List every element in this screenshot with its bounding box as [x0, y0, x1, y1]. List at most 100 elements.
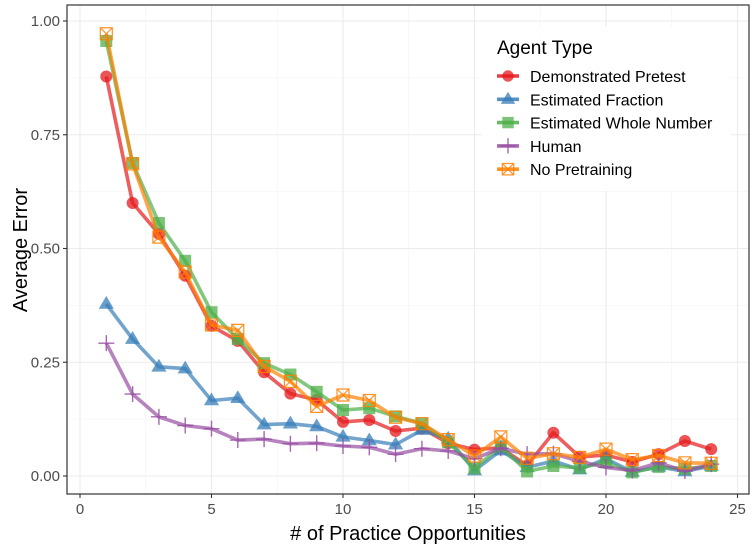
- estimated-fraction-point: [98, 296, 114, 309]
- legend-label: No Pretraining: [530, 162, 632, 179]
- estimated-fraction-point: [230, 390, 246, 403]
- human-point: [256, 431, 273, 448]
- no-pretraining-point: [704, 456, 718, 470]
- no-pretraining-point: [599, 442, 613, 456]
- demonstrated-pretest-point: [389, 424, 402, 437]
- no-pretraining-point: [546, 447, 560, 461]
- estimated-whole-number-point: [337, 404, 349, 417]
- x-tick-label: 10: [335, 501, 352, 518]
- series-no-pretraining: [99, 27, 718, 470]
- estimated-whole-number-point: [363, 402, 376, 415]
- y-tick-label: 0.50: [31, 241, 60, 258]
- legend-label: Estimated Fraction: [530, 92, 663, 109]
- demonstrated-pretest-point: [678, 434, 691, 447]
- legend-label: Estimated Whole Number: [530, 116, 713, 133]
- y-tick-label: 0.00: [31, 468, 60, 485]
- x-tick-label: 15: [466, 501, 483, 518]
- estimated-whole-number-point: [521, 465, 534, 478]
- no-pretraining-point: [494, 430, 508, 444]
- y-tick-label: 0.75: [31, 127, 60, 144]
- no-pretraining-point: [152, 230, 166, 244]
- series-human: [98, 335, 720, 479]
- human-point: [150, 408, 167, 425]
- no-pretraining-point: [310, 399, 324, 413]
- legend-item-estimated-fraction: Estimated Fraction: [497, 91, 663, 109]
- human-point: [98, 335, 115, 352]
- legend: Agent Type Demonstrated Pretest Estimated…: [482, 27, 731, 191]
- demonstrated-pretest-point: [363, 414, 376, 427]
- no-pretraining-point: [178, 265, 192, 279]
- y-tick-label: 1.00: [31, 13, 60, 30]
- estimated-fraction-point: [361, 432, 377, 446]
- human-point: [466, 450, 483, 467]
- estimated-whole-number-point: [310, 385, 323, 398]
- y-axis-title: Average Error: [10, 188, 32, 312]
- estimated-fraction-point: [125, 331, 141, 344]
- legend-key-marker: [502, 116, 514, 129]
- legend-entries: Demonstrated Pretest Estimated Fraction Es…: [497, 69, 713, 179]
- legend-key-marker: [501, 162, 515, 176]
- x-tick-label: 0: [76, 501, 84, 518]
- demonstrated-pretest-point: [126, 197, 139, 209]
- estimated-whole-number-point: [179, 254, 192, 267]
- estimated-fraction-point: [256, 416, 272, 430]
- series-lines: [98, 27, 720, 479]
- no-pretraining-point: [652, 448, 666, 463]
- no-pretraining-line: [104, 33, 712, 466]
- no-pretraining-point: [362, 393, 376, 408]
- no-pretraining-point: [441, 433, 455, 447]
- human-point: [335, 437, 351, 454]
- human-point: [282, 435, 299, 452]
- axes: 0 5 10 15 20 25 0.00 0.25 0.50 0.75 1.00: [31, 13, 746, 518]
- demonstrated-pretest-point: [100, 70, 113, 83]
- y-tick-label: 0.25: [31, 354, 60, 371]
- estimated-whole-number-point: [468, 462, 481, 475]
- human-point: [361, 439, 378, 456]
- no-pretraining-point: [415, 417, 429, 431]
- legend-item-estimated-whole-number: Estimated Whole Number: [497, 116, 713, 133]
- demonstrated-pretest-point: [337, 415, 349, 428]
- estimated-fraction-point: [203, 392, 220, 406]
- legend-key-marker: [500, 91, 516, 104]
- no-pretraining-point: [336, 388, 350, 402]
- legend-label: Demonstrated Pretest: [530, 69, 686, 86]
- estimated-fraction-point: [177, 360, 193, 374]
- plot-border: [66, 4, 750, 495]
- no-pretraining-point: [467, 449, 482, 463]
- human-point: [650, 454, 667, 471]
- x-tick-label: 20: [598, 501, 615, 518]
- no-pretraining-point: [389, 410, 403, 424]
- human-point: [308, 435, 325, 452]
- legend-box: [482, 27, 731, 191]
- legend-title: Agent Type: [497, 38, 593, 59]
- no-pretraining-point: [204, 318, 219, 332]
- no-pretraining-point: [126, 157, 140, 171]
- no-pretraining-point: [625, 453, 639, 467]
- legend-key-marker: [500, 138, 516, 154]
- human-point: [177, 417, 194, 434]
- legend-key-marker: [502, 70, 514, 82]
- human-point: [413, 440, 430, 457]
- human-point: [387, 446, 404, 463]
- human-point: [598, 459, 614, 476]
- x-tick-label: 5: [207, 501, 215, 518]
- no-pretraining-point: [283, 374, 297, 388]
- no-pretraining-point: [257, 359, 271, 373]
- no-pretraining-point: [573, 450, 587, 464]
- human-point: [124, 386, 141, 403]
- demonstrated-pretest-point: [547, 426, 560, 439]
- x-tick-label: 25: [729, 501, 746, 518]
- estimated-fraction-point: [151, 358, 167, 372]
- estimated-whole-number-point: [547, 459, 560, 472]
- demonstrated-pretest-point: [284, 387, 297, 400]
- estimated-fraction-point: [309, 418, 325, 432]
- no-pretraining-point: [231, 323, 245, 337]
- estimated-fraction-point: [335, 428, 351, 442]
- legend-item-no-pretraining: No Pretraining: [497, 162, 632, 179]
- human-point: [229, 432, 246, 449]
- estimated-fraction-point: [282, 415, 298, 429]
- no-pretraining-point: [678, 456, 692, 470]
- legend-item-human: Human: [497, 138, 582, 156]
- no-pretraining-point: [99, 27, 113, 41]
